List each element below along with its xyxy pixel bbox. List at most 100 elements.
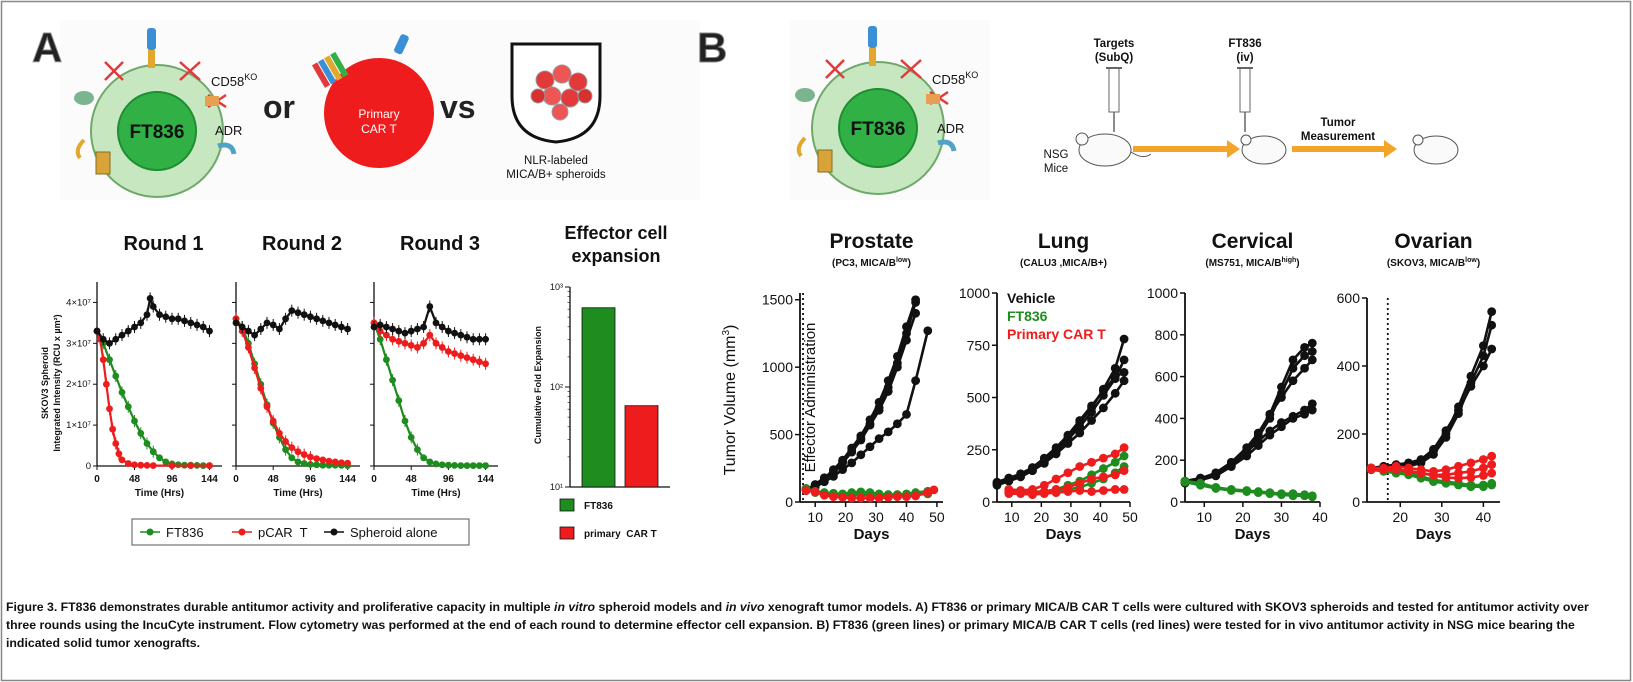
invivo-charts: Tumor Volume (mm3) Prostate(PC3, MICA/Bl… <box>721 230 1500 543</box>
bar-ft836 <box>581 307 616 488</box>
x-axis-label: Days <box>1046 526 1082 543</box>
ft836-cell-label: FT836 <box>130 122 185 143</box>
chart-title: Lung <box>1038 230 1089 253</box>
x-tick-label: 20 <box>1392 509 1408 525</box>
data-point <box>856 487 866 497</box>
effector-administration-label: Effector Administration <box>802 323 819 473</box>
data-point <box>376 327 384 335</box>
data-point <box>276 325 283 333</box>
subtitle-end: ) <box>1296 258 1299 269</box>
mouse-workflow-diagram: Targets (SubQ) FT836 (iv) <box>1044 38 1459 175</box>
data-point <box>457 462 465 469</box>
data-point <box>482 360 489 368</box>
data-point <box>1253 488 1263 497</box>
data-point <box>307 453 314 461</box>
data-point <box>1454 480 1463 490</box>
data-point <box>1300 342 1309 352</box>
data-point <box>1119 451 1129 461</box>
caption-part-3: xenograft tumor models. A) FT836 or prim… <box>6 600 1589 650</box>
data-point <box>476 358 483 366</box>
data-point <box>395 337 403 345</box>
legend-primary-swatch <box>559 526 575 540</box>
data-point <box>874 397 884 407</box>
data-point <box>1300 363 1309 373</box>
data-point <box>162 313 170 321</box>
data-point <box>482 335 489 343</box>
y-tick-label: 0 <box>1352 494 1360 510</box>
data-point <box>1300 491 1309 501</box>
data-point <box>1454 461 1463 471</box>
y-tick-label: 10² <box>550 382 563 392</box>
targets-label-2: (SubQ) <box>1095 52 1133 64</box>
data-point <box>1087 401 1096 411</box>
data-point <box>288 307 296 315</box>
data-point <box>1307 492 1317 502</box>
data-point <box>1466 467 1476 476</box>
data-point <box>389 335 396 343</box>
series-line <box>805 299 917 492</box>
workflow-arrowhead-1 <box>1227 140 1240 158</box>
data-point <box>1099 472 1108 482</box>
subtitle-text: (MS751, MICA/B <box>1205 258 1281 269</box>
data-point <box>438 344 446 351</box>
data-point <box>1063 487 1073 496</box>
nsg-mice-label-1: NSG <box>1044 149 1069 161</box>
caption-italic-2: in vivo <box>725 600 765 614</box>
primary-label-1: Primary <box>358 107 399 121</box>
data-point <box>1110 363 1120 373</box>
data-point <box>414 344 421 351</box>
nsg-mice-label-2: Mice <box>1044 163 1068 175</box>
expansion-title-1: Effector cell <box>564 223 667 243</box>
data-point <box>1379 464 1389 474</box>
x-axis-label: Days <box>1235 526 1271 543</box>
data-point <box>883 376 893 386</box>
y-tick-label: 1000 <box>1147 285 1178 301</box>
series-line <box>805 302 917 491</box>
x-tick-label: 96 <box>443 474 455 485</box>
data-point <box>1277 490 1286 500</box>
data-point <box>1478 361 1488 371</box>
measure-label-2: Measurement <box>1301 131 1375 143</box>
data-point <box>376 321 384 329</box>
data-point <box>307 460 314 468</box>
mouse-icon-2 <box>1240 134 1287 165</box>
expansion-ylabel: Cumulative Fold Expansion <box>533 326 543 444</box>
data-point <box>432 339 440 347</box>
data-point <box>1110 485 1120 494</box>
data-point <box>829 471 838 481</box>
subtitle-sup: low <box>1465 257 1477 264</box>
data-point <box>856 450 866 460</box>
x-tick-label: 48 <box>129 474 141 485</box>
data-point <box>445 461 452 469</box>
panel-b-il-receptor-icon <box>796 136 807 158</box>
data-point <box>1300 409 1309 419</box>
data-point <box>263 319 271 327</box>
data-point <box>865 415 875 425</box>
car-stalk-icon <box>148 50 155 68</box>
series-line <box>372 322 486 467</box>
data-point <box>1051 449 1061 459</box>
data-point <box>1307 355 1317 365</box>
receptor-left-icon <box>74 91 94 105</box>
data-point <box>276 429 283 437</box>
figure-caption: Figure 3. FT836 demonstrates durable ant… <box>6 598 1606 652</box>
data-point <box>432 319 440 327</box>
data-point <box>847 458 857 468</box>
legend-ft836-swatch <box>559 498 575 512</box>
data-point <box>469 462 477 469</box>
data-point <box>1087 416 1096 425</box>
x-tick-label: 20 <box>1034 509 1050 525</box>
panel-a-schematic: A FT836 CD58KO ADR or Primary CAR T <box>32 20 700 200</box>
x-tick-label: 144 <box>201 474 218 485</box>
data-point <box>112 440 120 447</box>
data-point <box>206 327 213 335</box>
data-point <box>1119 485 1129 494</box>
data-point <box>245 327 252 335</box>
data-point <box>1075 416 1085 425</box>
data-point <box>1265 489 1275 499</box>
legend-pcart-label: pCAR T <box>258 525 308 540</box>
y-tick-label: 0 <box>86 461 91 472</box>
data-point <box>401 417 409 425</box>
x-tick-label: 50 <box>1122 509 1138 525</box>
chart-title: Cervical <box>1212 230 1294 253</box>
